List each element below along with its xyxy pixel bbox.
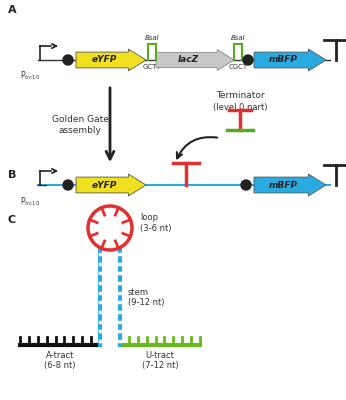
Text: eYFP: eYFP [91,56,117,64]
Text: Golden Gate
assembly: Golden Gate assembly [52,115,108,135]
Text: mBFP: mBFP [269,56,298,64]
Text: P$_{\mathit{trc10}}$: P$_{\mathit{trc10}}$ [20,195,40,208]
Text: BsaI: BsaI [145,35,160,41]
Circle shape [241,180,251,190]
Circle shape [243,55,253,65]
Text: A-tract: A-tract [46,351,74,360]
Text: (6-8 nt): (6-8 nt) [44,361,76,370]
FancyArrow shape [156,50,234,70]
Text: C: C [8,215,16,225]
Text: BsaI: BsaI [231,35,245,41]
Circle shape [63,180,73,190]
Text: loop
(3-6 nt): loop (3-6 nt) [140,213,172,233]
FancyArrow shape [76,49,146,71]
Text: (level 0 part): (level 0 part) [213,104,267,112]
Text: GCTT: GCTT [143,64,161,70]
Text: (7-12 nt): (7-12 nt) [142,361,178,370]
Text: lacZ: lacZ [178,56,199,64]
Circle shape [63,55,73,65]
FancyArrow shape [254,174,326,196]
Text: Terminator: Terminator [216,90,264,100]
Text: mBFP: mBFP [269,180,298,190]
Text: P$_{\mathit{trc10}}$: P$_{\mathit{trc10}}$ [20,70,40,82]
FancyArrow shape [254,49,326,71]
Text: U-tract: U-tract [146,351,174,360]
Text: A: A [8,5,17,15]
Text: B: B [8,170,16,180]
Text: eYFP: eYFP [91,180,117,190]
Text: stem
(9-12 nt): stem (9-12 nt) [128,288,164,307]
FancyArrow shape [76,174,146,196]
Text: CGCT: CGCT [228,64,247,70]
